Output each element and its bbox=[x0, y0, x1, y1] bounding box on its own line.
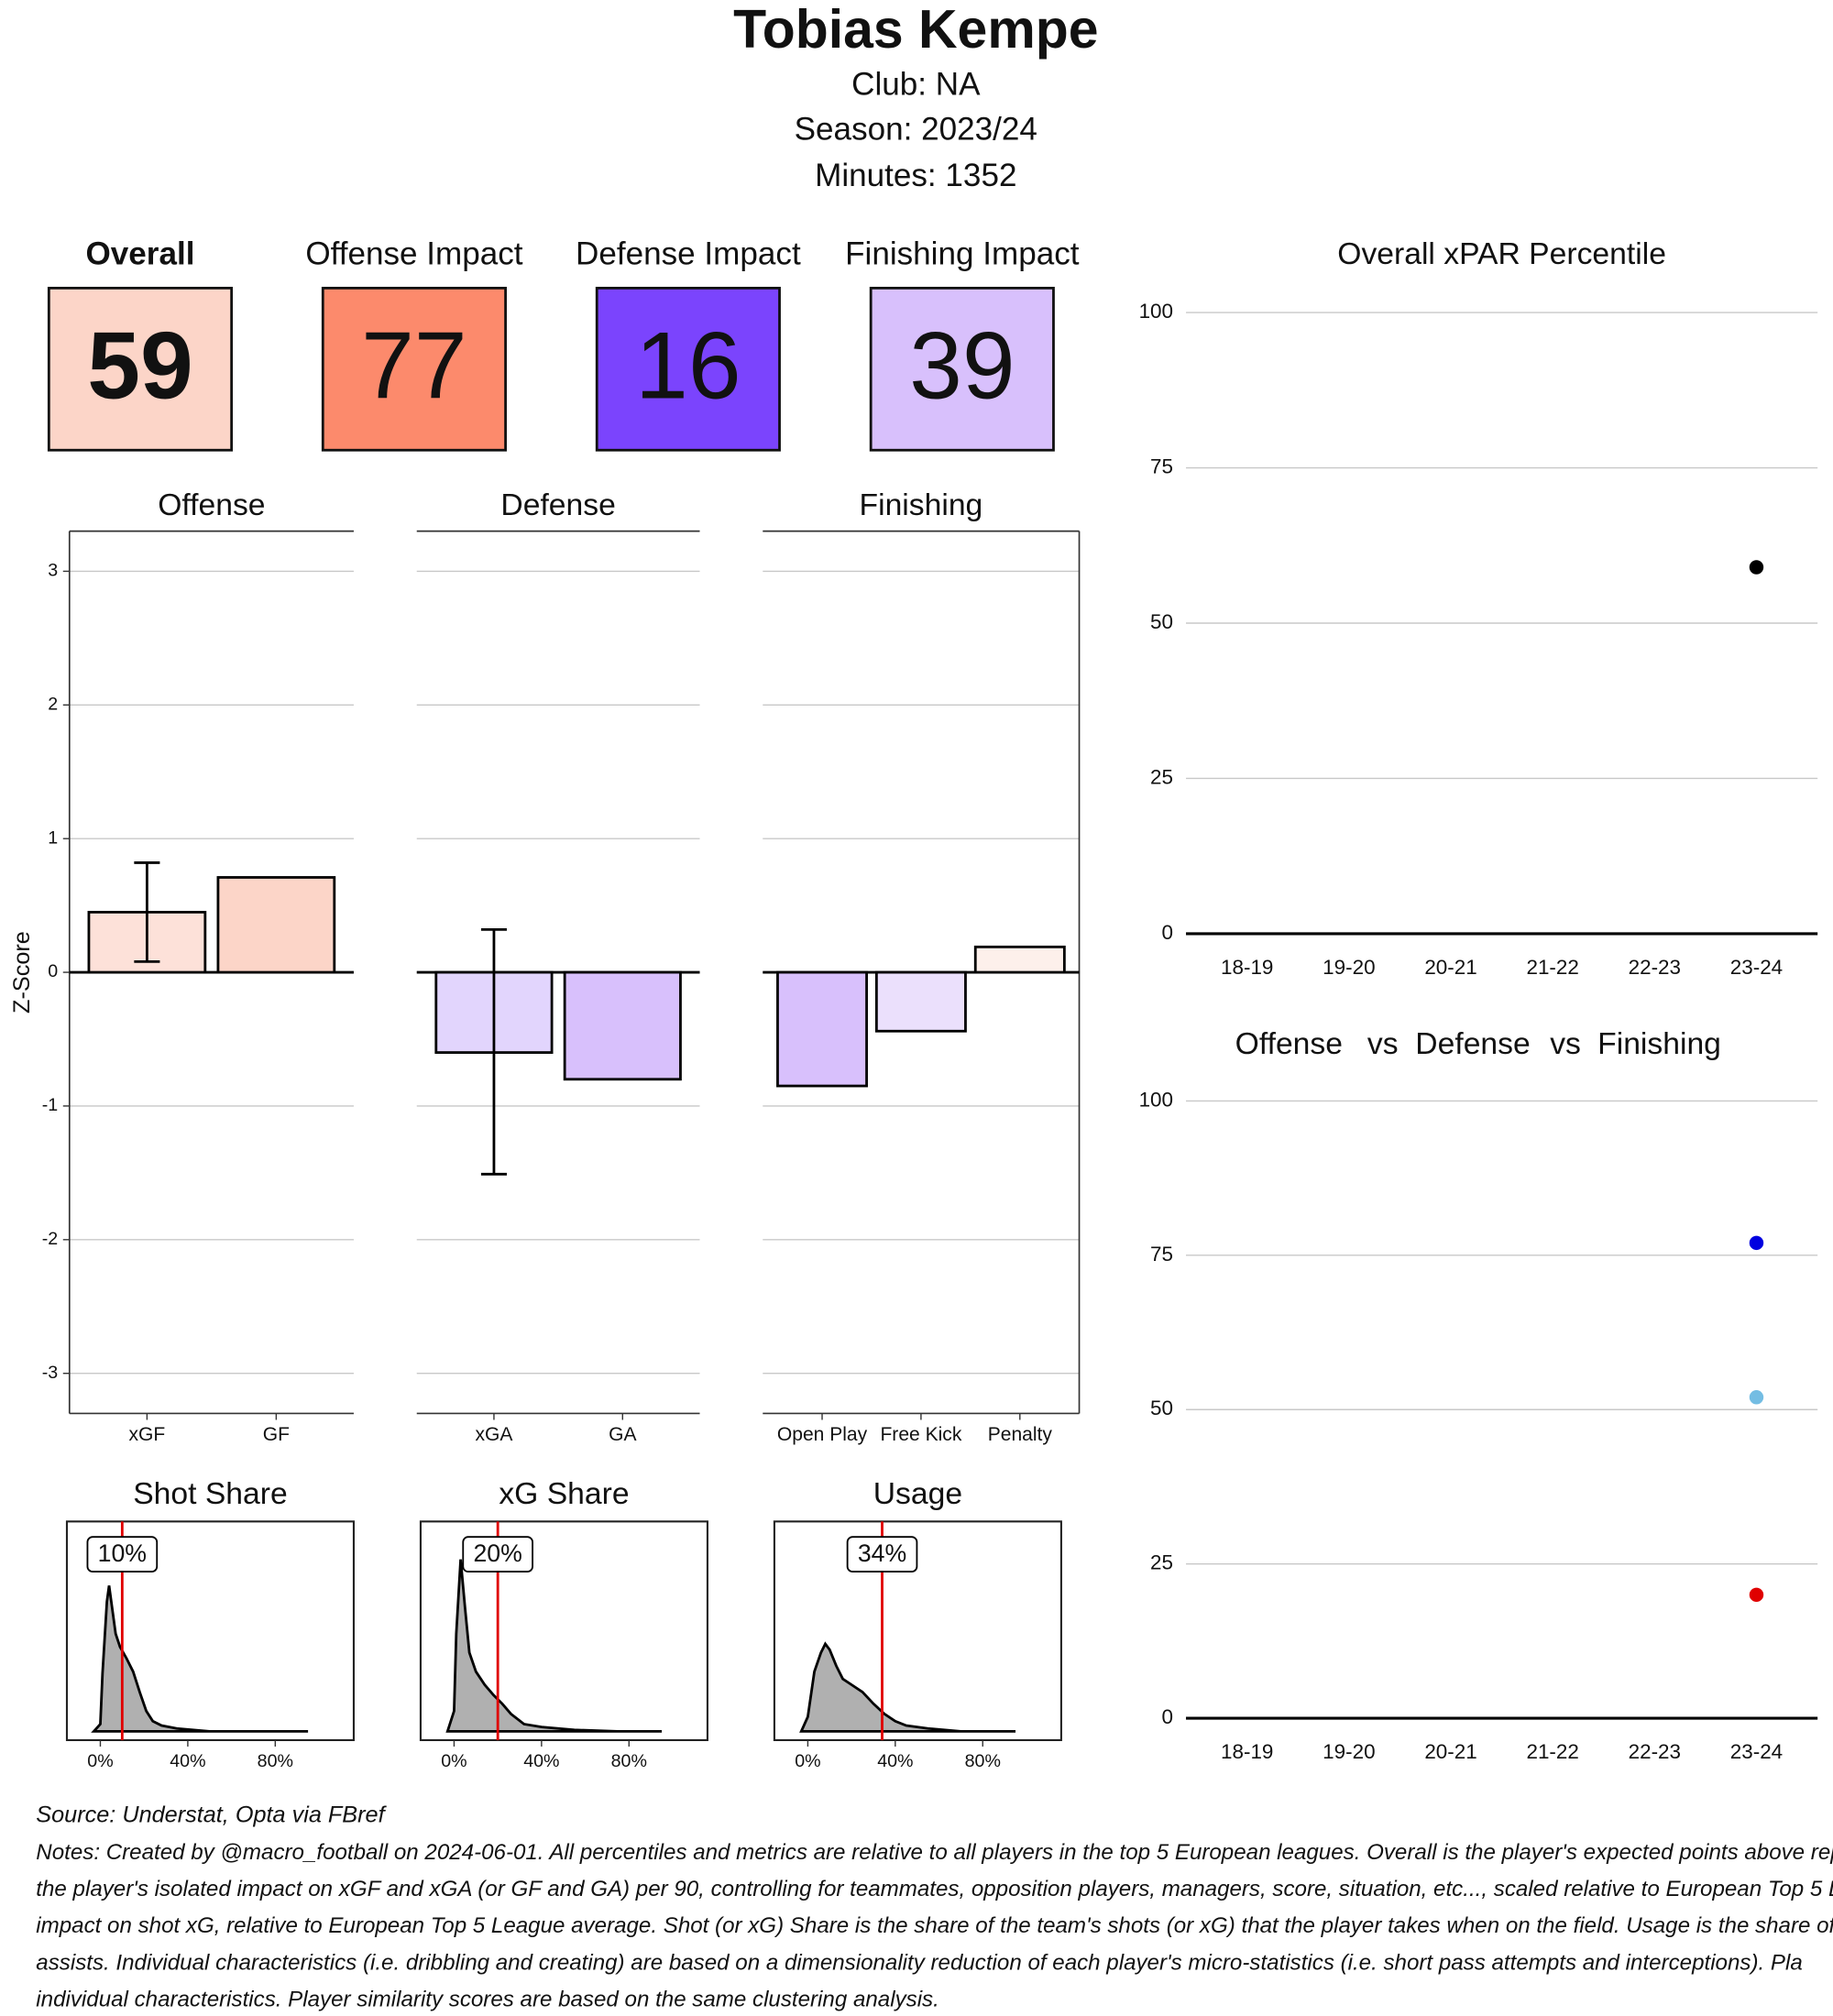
y-tick-label: 0 bbox=[48, 961, 58, 981]
legend-entry: Finishing bbox=[1597, 1027, 1721, 1061]
marker-label-box bbox=[86, 1536, 159, 1572]
x-tick-label: 22-23 bbox=[1629, 1740, 1681, 1763]
x-tick-label: 22-23 bbox=[1629, 956, 1681, 979]
x-tick-label: 20-21 bbox=[1424, 1740, 1476, 1763]
y-tick-label: 0 bbox=[1162, 921, 1173, 944]
panel-title: Defense bbox=[500, 488, 615, 522]
panel-title: Finishing bbox=[860, 488, 983, 522]
x-tick-label: Open Play bbox=[777, 1424, 868, 1445]
tile-value: 16 bbox=[635, 312, 741, 419]
y-tick-label: 2 bbox=[48, 694, 58, 714]
y-tick-label: -3 bbox=[42, 1363, 59, 1383]
bar bbox=[874, 970, 967, 1033]
x-tick-label: xGA bbox=[475, 1424, 512, 1445]
y-tick-label: 0 bbox=[1162, 1705, 1173, 1728]
panel-title: Usage bbox=[873, 1477, 962, 1511]
y-tick-label: 25 bbox=[1150, 765, 1173, 788]
x-tick-label: 0% bbox=[87, 1751, 113, 1771]
point bbox=[1749, 560, 1764, 575]
tile-label: Offense Impact bbox=[305, 236, 522, 272]
x-tick-label: 80% bbox=[965, 1751, 1001, 1771]
tile-label: Overall bbox=[85, 236, 194, 272]
y-tick-label: 100 bbox=[1139, 300, 1173, 323]
x-tick-label: 0% bbox=[441, 1751, 466, 1771]
x-tick-label: Free Kick bbox=[880, 1424, 961, 1445]
tile-box bbox=[595, 286, 781, 452]
legend-separator: vs bbox=[1367, 1027, 1399, 1061]
club-line: Club: NA bbox=[851, 66, 981, 102]
note-line: the player's isolated impact on xGF and … bbox=[36, 1877, 1833, 1901]
density-area bbox=[799, 1641, 1016, 1733]
x-tick-label: 40% bbox=[170, 1751, 205, 1771]
legend-entry: Defense bbox=[1415, 1027, 1530, 1061]
bar bbox=[973, 945, 1066, 974]
x-tick-label: 40% bbox=[877, 1751, 913, 1771]
y-tick-label: 75 bbox=[1150, 1243, 1173, 1265]
note-line: individual characteristics. Player simil… bbox=[36, 1987, 939, 2011]
point bbox=[1749, 1235, 1764, 1251]
x-tick-label: GF bbox=[263, 1424, 290, 1445]
x-tick-label: 23-24 bbox=[1730, 1740, 1783, 1763]
x-tick-label: GA bbox=[609, 1424, 636, 1445]
density-area bbox=[445, 1559, 663, 1733]
marker-label: 10% bbox=[98, 1539, 147, 1567]
marker-label: 34% bbox=[858, 1539, 906, 1567]
y-tick-label: 50 bbox=[1150, 1397, 1173, 1419]
tile-box bbox=[47, 286, 234, 452]
y-tick-label: 100 bbox=[1139, 1088, 1173, 1111]
panel-title: xG Share bbox=[499, 1477, 629, 1511]
tile-box bbox=[321, 286, 507, 452]
panel-title: Offense bbox=[158, 488, 265, 522]
x-tick-label: xGF bbox=[128, 1424, 165, 1445]
y-tick-label: 50 bbox=[1150, 610, 1173, 633]
x-tick-label: 0% bbox=[795, 1751, 820, 1771]
x-tick-label: 20-21 bbox=[1424, 956, 1476, 979]
y-tick-label: 3 bbox=[48, 561, 58, 581]
marker-label: 20% bbox=[473, 1539, 521, 1567]
x-tick-label: 80% bbox=[611, 1751, 647, 1771]
x-tick-label: 21-22 bbox=[1526, 1740, 1578, 1763]
y-tick-label: 75 bbox=[1150, 455, 1173, 477]
note-line: impact on shot xG, relative to European … bbox=[36, 1913, 1833, 1938]
point bbox=[1749, 1390, 1764, 1405]
bar bbox=[216, 876, 336, 974]
x-tick-label: 80% bbox=[258, 1751, 293, 1771]
legend-entry: Offense bbox=[1235, 1027, 1343, 1061]
bar bbox=[776, 970, 868, 1088]
x-tick-label: 23-24 bbox=[1730, 956, 1783, 979]
minutes-line: Minutes: 1352 bbox=[815, 158, 1016, 193]
note-line: Notes: Created by @macro_football on 202… bbox=[36, 1840, 1833, 1865]
x-tick-label: 19-20 bbox=[1323, 1740, 1375, 1763]
chart-title: Overall xPAR Percentile bbox=[1337, 237, 1666, 271]
source: Source: Understat, Opta via FBref bbox=[36, 1802, 387, 1827]
x-tick-label: Penalty bbox=[988, 1424, 1053, 1445]
density-area bbox=[91, 1585, 309, 1733]
x-tick-label: 18-19 bbox=[1221, 956, 1273, 979]
y-tick-label: -1 bbox=[42, 1095, 58, 1115]
x-tick-label: 19-20 bbox=[1323, 956, 1375, 979]
tile-value: 59 bbox=[87, 312, 193, 419]
tile-value: 39 bbox=[909, 312, 1015, 419]
x-tick-label: 40% bbox=[523, 1751, 559, 1771]
player-name: Tobias Kempe bbox=[733, 0, 1098, 60]
bar bbox=[563, 970, 682, 1081]
point bbox=[1749, 1587, 1764, 1603]
panel-title: Shot Share bbox=[133, 1477, 287, 1511]
tile-label: Finishing Impact bbox=[845, 236, 1080, 272]
tile-label: Defense Impact bbox=[576, 236, 801, 272]
y-tick-label: 1 bbox=[48, 827, 58, 848]
marker-label-box bbox=[846, 1536, 918, 1572]
legend-separator: vs bbox=[1550, 1027, 1581, 1061]
season-line: Season: 2023/24 bbox=[795, 111, 1037, 147]
y-axis-label: Z-Score bbox=[9, 931, 35, 1013]
tile-value: 77 bbox=[361, 312, 467, 419]
y-tick-label: -2 bbox=[42, 1229, 58, 1249]
y-tick-label: 25 bbox=[1150, 1551, 1173, 1574]
marker-label-box bbox=[462, 1536, 533, 1572]
x-tick-label: 18-19 bbox=[1221, 1740, 1273, 1763]
note-line: assists. Individual characteristics (i.e… bbox=[36, 1950, 1802, 1975]
x-tick-label: 21-22 bbox=[1526, 956, 1578, 979]
tile-box bbox=[869, 286, 1055, 452]
